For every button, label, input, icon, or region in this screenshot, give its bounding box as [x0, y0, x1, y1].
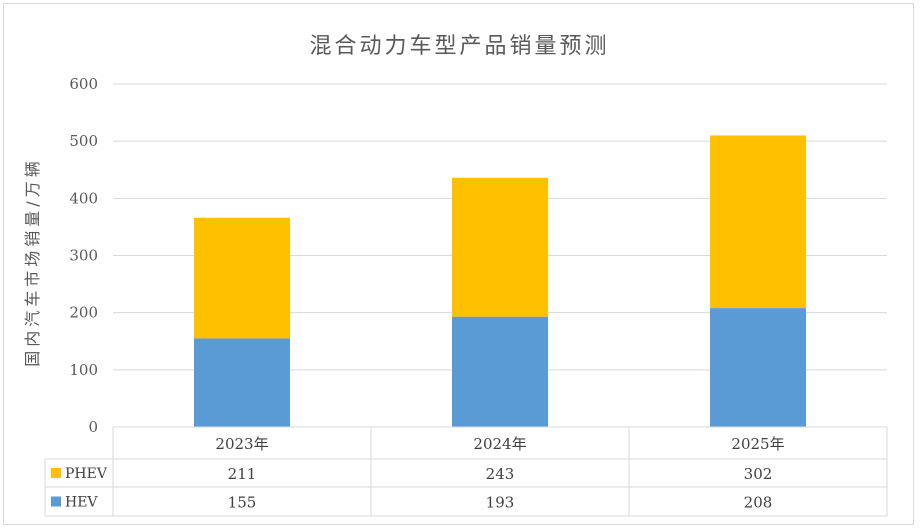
y-tick-label: 400	[69, 189, 98, 207]
data-table: 2023年 2024年 2025年 PHEV 211 243 302 HEV 155 193 208	[44, 426, 888, 517]
legend-swatch-phev	[51, 468, 61, 478]
data-label-phev: 302	[744, 465, 773, 483]
data-label-hev: 155	[228, 494, 257, 512]
bar-hev-3	[710, 308, 806, 427]
data-label-hev: 208	[744, 494, 773, 512]
bar-phev-2	[452, 177, 548, 317]
y-tick-label: 200	[69, 304, 98, 322]
data-label-hev: 193	[486, 494, 515, 512]
category-label: 2024年	[473, 435, 526, 453]
chart-title: 混合动力车型产品销量预测	[309, 34, 610, 59]
y-tick-label: 300	[69, 247, 98, 265]
bar-hev-2	[452, 316, 548, 427]
bar-phev-1	[194, 217, 290, 339]
legend-label-hev: HEV	[65, 495, 98, 511]
y-tick-label: 500	[69, 132, 98, 150]
category-label: 2023年	[215, 435, 268, 453]
category-label: 2025年	[731, 435, 784, 453]
y-tick-label: 0	[88, 418, 98, 436]
y-tick-label: 100	[69, 361, 98, 379]
bars	[194, 135, 806, 427]
legend-swatch-hev	[51, 496, 61, 507]
y-tick-labels: 0 100 200 300 400 500 600	[69, 75, 98, 436]
bar-hev-1	[194, 338, 290, 427]
legend-label-phev: PHEV	[65, 466, 108, 482]
y-tick-label: 600	[69, 75, 98, 93]
data-label-phev: 211	[228, 465, 257, 483]
data-label-phev: 243	[486, 465, 515, 483]
bar-phev-3	[710, 135, 806, 309]
